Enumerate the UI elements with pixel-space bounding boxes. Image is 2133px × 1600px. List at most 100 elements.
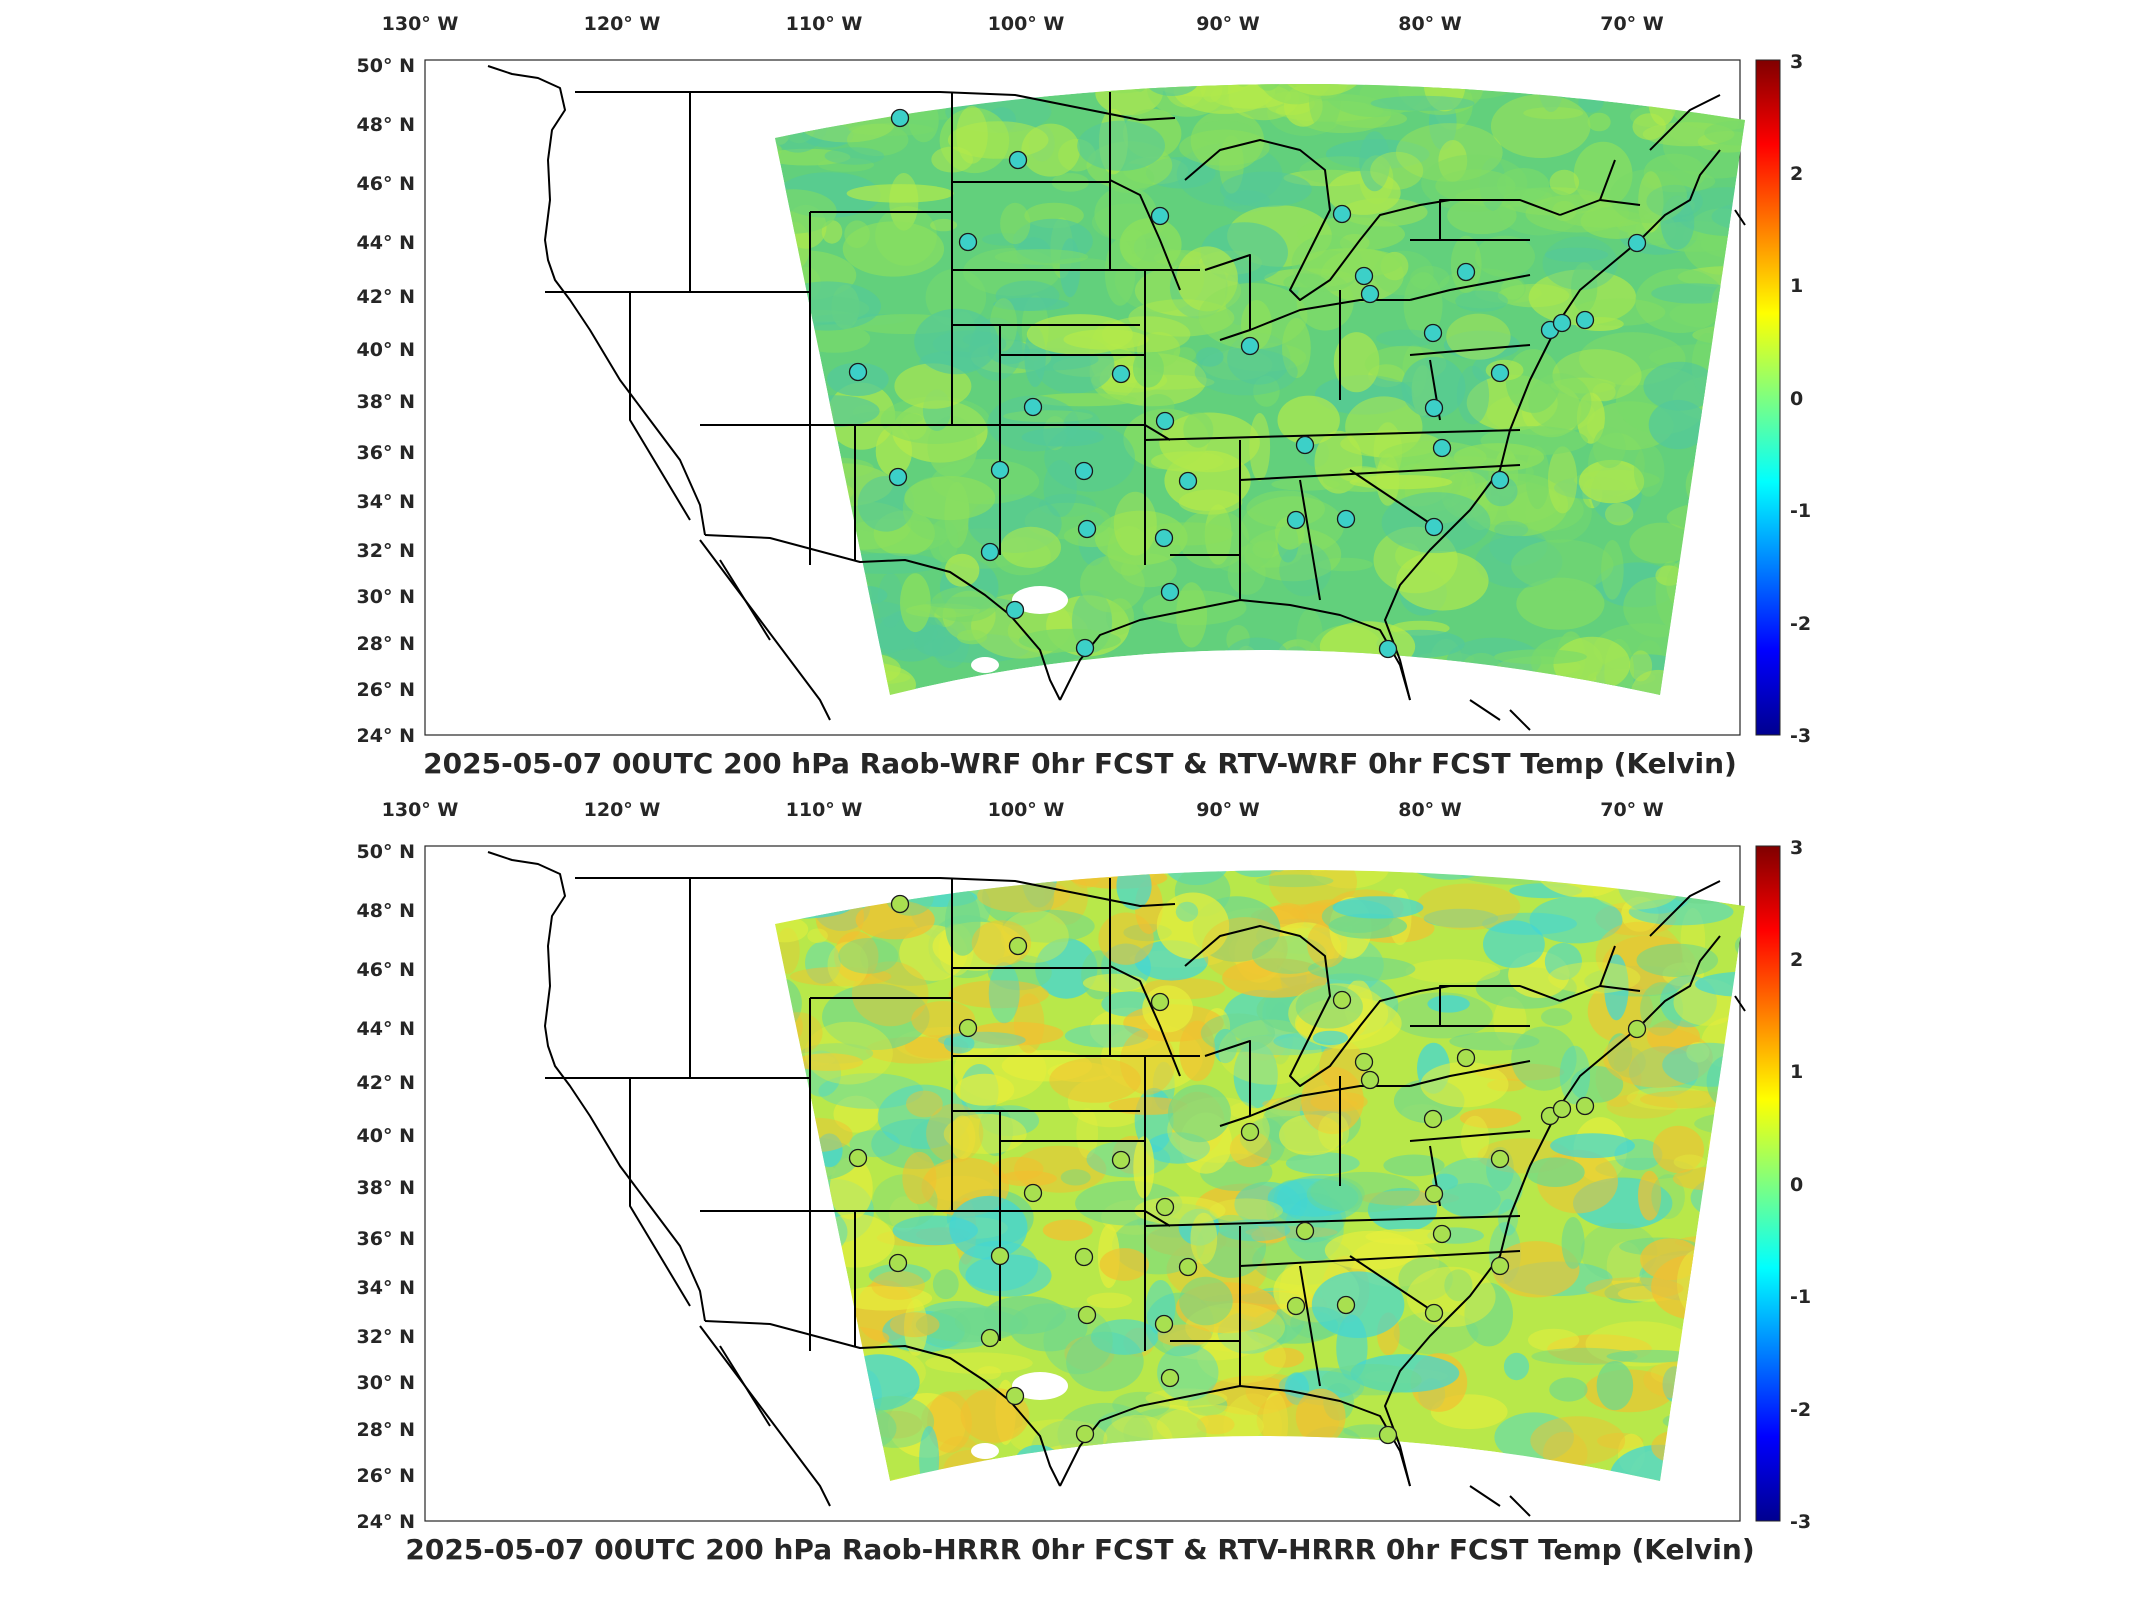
border-line [1734, 995, 1746, 1012]
field-blob [1410, 265, 1450, 291]
lat-tick-label: 30° N [357, 586, 415, 608]
station-marker [1295, 1221, 1315, 1241]
station-marker [1155, 1197, 1175, 1217]
field-blob [1060, 1169, 1091, 1186]
field-blob [1370, 95, 1475, 111]
station-marker [1378, 1425, 1398, 1445]
field-blob [1483, 920, 1545, 968]
field-blob [1648, 399, 1708, 450]
colorbar-hrrr: 3 2 1 0 -1 -2 -3 [1755, 837, 1811, 1533]
station-marker [1627, 233, 1647, 253]
panel-wrf: 130° W 120° W 110° W 100° W 90° W 80° W … [357, 13, 1746, 780]
field-blob [1435, 169, 1516, 203]
raob-stations [848, 894, 1647, 1445]
field-blob [1416, 883, 1521, 930]
field-blob [1447, 197, 1517, 235]
station-marker [1075, 638, 1095, 658]
field-blob [857, 476, 915, 532]
border-line [1249, 299, 1410, 331]
field-blob [1080, 555, 1145, 613]
missing-data-patch [1012, 1372, 1068, 1400]
field-blob [1350, 1354, 1460, 1393]
field-blob [1193, 120, 1255, 144]
field-blob [1603, 1027, 1713, 1088]
lon-tick-label: 120° W [584, 799, 661, 821]
field-blob [1213, 1028, 1238, 1064]
lat-tick-label: 40° N [357, 339, 415, 361]
field-blob [1179, 129, 1270, 166]
colorbar-tick-label: -3 [1790, 1511, 1811, 1533]
lat-tick-label: 48° N [357, 900, 415, 922]
colorbar-tick-label: 0 [1790, 388, 1803, 410]
border-line [487, 851, 706, 1322]
field-blob [1099, 1248, 1150, 1281]
field-blob [1151, 451, 1224, 472]
field-blob [1455, 290, 1508, 312]
field-blob [1549, 169, 1580, 196]
field-blob [1090, 1319, 1159, 1355]
field-blob [984, 1296, 1067, 1335]
field-blob [1064, 1024, 1149, 1048]
station-marker [1456, 262, 1476, 282]
field-blob [938, 1031, 1026, 1049]
lat-tick-label: 38° N [357, 391, 415, 413]
field-blob [914, 308, 999, 375]
field-blob [1252, 540, 1281, 559]
field-blob [1179, 1020, 1216, 1082]
field-blob [1249, 413, 1271, 481]
field-blob [1345, 396, 1423, 458]
border-line [1204, 254, 1251, 341]
field-blob [1076, 1107, 1099, 1159]
station-marker [990, 1246, 1010, 1266]
field-blob [1541, 1008, 1573, 1027]
field-blob [1222, 958, 1329, 998]
border-line [1734, 209, 1746, 226]
station-marker [1111, 364, 1131, 384]
field-blob [1284, 1372, 1309, 1405]
field-blob [1629, 650, 1653, 682]
border-line [487, 65, 706, 536]
border-line [1439, 985, 1561, 1026]
border-line [575, 91, 1176, 121]
field-blob [1395, 123, 1503, 182]
temperature-difference-field [775, 870, 1745, 1482]
lat-tick-label: 32° N [357, 540, 415, 562]
border-line [1109, 965, 1181, 1077]
border-line [1599, 985, 1641, 992]
border-line [704, 1320, 1061, 1487]
lat-tick-label: 38° N [357, 1177, 415, 1199]
lat-tick-label: 48° N [357, 114, 415, 136]
station-marker [1575, 310, 1595, 330]
colorbar-tick-label: -3 [1790, 725, 1811, 747]
field-blob [824, 147, 885, 165]
field-blob [1580, 203, 1653, 239]
field-blob [930, 218, 958, 232]
field-blob [1167, 1084, 1231, 1143]
field-blob [1359, 131, 1391, 192]
field-blob [1490, 94, 1591, 158]
colorbar-gradient [1755, 845, 1781, 1522]
border-line [1184, 925, 1451, 1087]
field-blob [1460, 1115, 1490, 1162]
temperature-difference-field [775, 84, 1745, 696]
field-blob [1245, 1226, 1338, 1239]
lon-tick-labels: 130° W 120° W 110° W 100° W 90° W 80° W … [382, 799, 1664, 821]
lat-tick-label: 42° N [357, 1072, 415, 1094]
station-marker [1360, 284, 1380, 304]
lat-tick-labels: 50° N 48° N 46° N 44° N 42° N 40° N 38° … [357, 841, 415, 1533]
field-blob [1497, 168, 1550, 202]
station-marker [1074, 1247, 1094, 1267]
field-blob [1606, 1241, 1644, 1291]
field-blob [1552, 349, 1642, 402]
field-blob [1440, 1182, 1501, 1217]
field-blob [1446, 313, 1511, 360]
border-line [629, 292, 691, 521]
field-blob [1431, 1173, 1459, 1191]
field-blob [967, 1021, 1064, 1046]
field-blob [1643, 361, 1717, 411]
field-blob [1544, 942, 1582, 981]
border-line [1299, 479, 1321, 601]
field-blob [1201, 917, 1288, 981]
field-blob [900, 573, 931, 633]
field-blob [1432, 1157, 1523, 1219]
